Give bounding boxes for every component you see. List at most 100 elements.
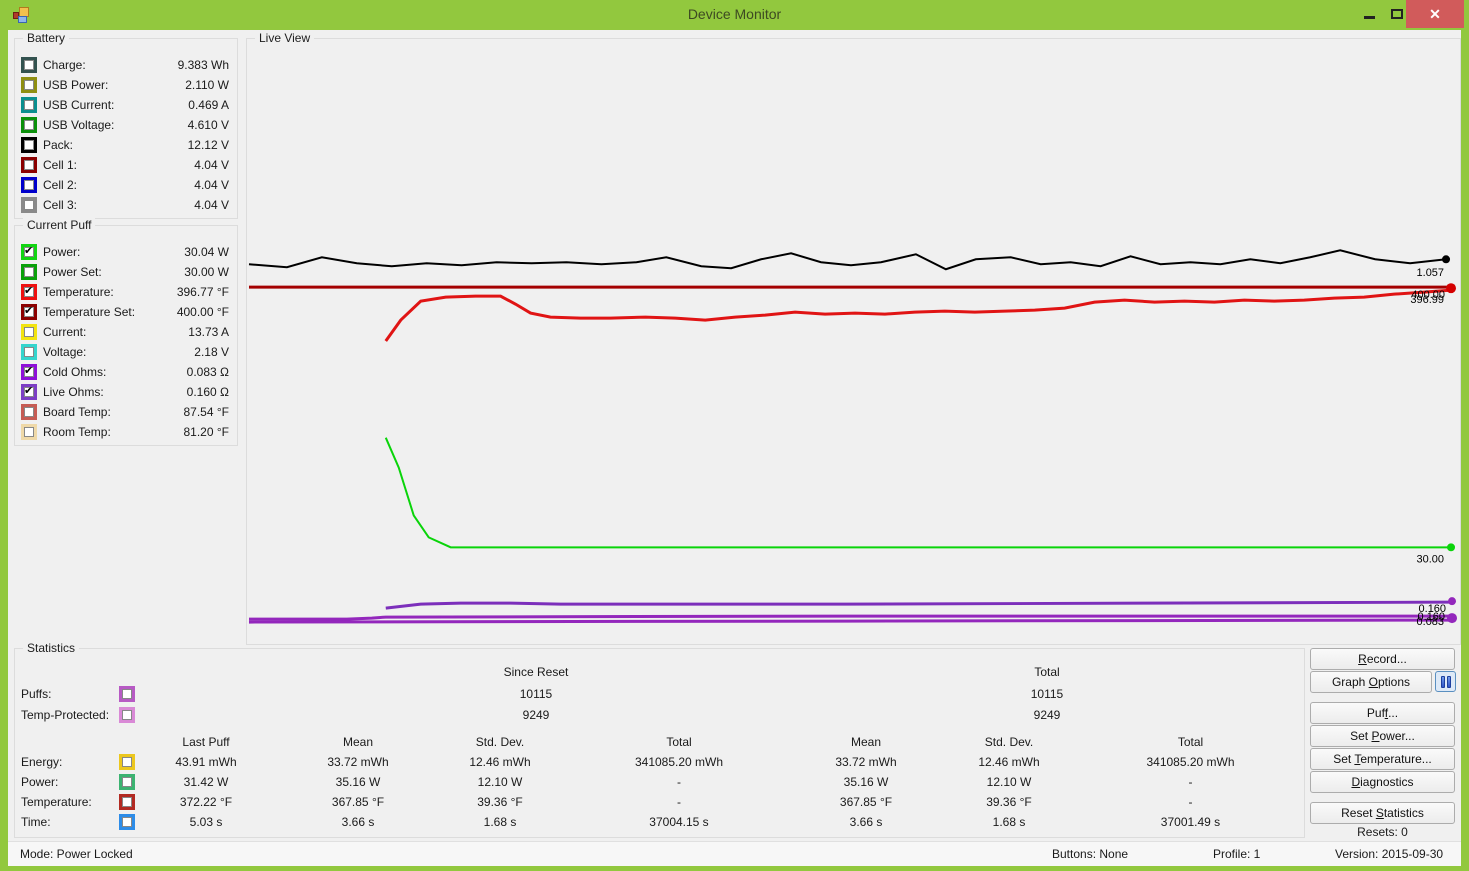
energy-total-2: 341085.20 mWh bbox=[1146, 755, 1235, 769]
pause-icon bbox=[1441, 676, 1445, 688]
title-bar[interactable]: Device Monitor ✕ bbox=[0, 0, 1469, 30]
current-label: Current: bbox=[43, 325, 87, 339]
board-temp-checkbox[interactable] bbox=[21, 404, 37, 420]
graph-options-button[interactable]: Graph Options bbox=[1310, 671, 1432, 693]
power-total-2: - bbox=[1188, 775, 1193, 789]
status-bar: Mode: Power Locked Buttons: None Profile… bbox=[8, 841, 1461, 866]
temp-protected-checkbox[interactable] bbox=[119, 707, 135, 723]
cell2-checkbox[interactable] bbox=[21, 177, 37, 193]
temperature-stat-checkbox[interactable] bbox=[119, 794, 135, 810]
puff-row-power-set: Power Set: 30.00 W bbox=[15, 263, 237, 283]
minimize-icon bbox=[1363, 3, 1375, 19]
time-total-2: 37001.49 s bbox=[1160, 815, 1221, 829]
statistics-group-title: Statistics bbox=[23, 641, 80, 655]
graph-end-label: 400.00 bbox=[1411, 289, 1445, 301]
col-total-2: Total bbox=[1177, 735, 1204, 749]
diagnostics-button[interactable]: Diagnostics bbox=[1310, 771, 1455, 793]
time-last-puff: 5.03 s bbox=[189, 815, 223, 829]
energy-mean-2: 33.72 mWh bbox=[835, 755, 897, 769]
record-button[interactable]: Record... bbox=[1310, 648, 1455, 670]
battery-group: Battery Charge: 9.383 Wh USB Power: 2.11… bbox=[14, 31, 238, 219]
time-checkbox[interactable] bbox=[119, 814, 135, 830]
temp-protected-total: 9249 bbox=[1033, 708, 1061, 722]
puff-row-current: Current: 13.73 A bbox=[15, 323, 237, 343]
current-puff-group-title: Current Puff bbox=[23, 218, 96, 232]
live-ohms-checkbox[interactable] bbox=[21, 384, 37, 400]
window-title: Device Monitor bbox=[687, 6, 782, 22]
cold-ohms-checkbox[interactable] bbox=[21, 364, 37, 380]
battery-row-charge: Charge: 9.383 Wh bbox=[15, 56, 237, 76]
puff-row-voltage: Voltage: 2.18 V bbox=[15, 343, 237, 363]
power-std-1: 12.10 W bbox=[477, 775, 523, 789]
maximize-icon bbox=[1391, 9, 1403, 19]
puffs-since-reset: 10115 bbox=[519, 687, 553, 701]
room-temp-checkbox[interactable] bbox=[21, 424, 37, 440]
energy-checkbox[interactable] bbox=[119, 754, 135, 770]
energy-label: Energy: bbox=[21, 755, 63, 769]
power-checkbox[interactable] bbox=[21, 244, 37, 260]
maximize-button[interactable] bbox=[1388, 0, 1406, 28]
power-set-checkbox[interactable] bbox=[21, 264, 37, 280]
cold-ohms-label: Cold Ohms: bbox=[43, 365, 107, 379]
resets-count: Resets: 0 bbox=[1357, 825, 1408, 839]
temperature-set-checkbox[interactable] bbox=[21, 304, 37, 320]
temperature-last-puff: 372.22 °F bbox=[179, 795, 233, 809]
energy-std-1: 12.46 mWh bbox=[469, 755, 531, 769]
minimize-button[interactable] bbox=[1352, 0, 1386, 28]
time-std-1: 1.68 s bbox=[483, 815, 517, 829]
status-buttons: Buttons: None bbox=[1052, 847, 1129, 861]
current-checkbox[interactable] bbox=[21, 324, 37, 340]
time-std-2: 1.68 s bbox=[992, 815, 1026, 829]
reset-statistics-button[interactable]: Reset Statistics bbox=[1310, 802, 1455, 824]
cell3-checkbox[interactable] bbox=[21, 197, 37, 213]
graph-line-pack-black bbox=[248, 249, 1447, 271]
live-ohms-value: 0.160 Ω bbox=[186, 385, 229, 399]
charge-checkbox[interactable] bbox=[21, 57, 37, 73]
temperature-set-value: 400.00 °F bbox=[176, 305, 229, 319]
temperature-checkbox[interactable] bbox=[21, 284, 37, 300]
power-stat-checkbox[interactable] bbox=[119, 774, 135, 790]
temp-protected-label: Temp-Protected: bbox=[21, 708, 110, 722]
battery-row-usb-voltage: USB Voltage: 4.610 V bbox=[15, 116, 237, 136]
set-power-button[interactable]: Set Power... bbox=[1310, 725, 1455, 747]
pause-button[interactable] bbox=[1435, 671, 1456, 692]
puffs-total: 10115 bbox=[1030, 687, 1064, 701]
usb-power-checkbox[interactable] bbox=[21, 77, 37, 93]
puff-row-temperature-set: Temperature Set: 400.00 °F bbox=[15, 303, 237, 323]
total-header: Total bbox=[1034, 665, 1060, 679]
power-stat-label: Power: bbox=[21, 775, 59, 789]
voltage-label: Voltage: bbox=[43, 345, 87, 359]
power-mean-1: 35.16 W bbox=[335, 775, 381, 789]
cell1-checkbox[interactable] bbox=[21, 157, 37, 173]
graph-end-label: 0.160 bbox=[1419, 603, 1446, 615]
usb-voltage-checkbox[interactable] bbox=[21, 117, 37, 133]
close-button[interactable]: ✕ bbox=[1406, 0, 1464, 28]
pack-label: Pack: bbox=[43, 138, 74, 152]
power-last-puff: 31.42 W bbox=[183, 775, 229, 789]
power-label: Power: bbox=[43, 245, 81, 259]
pack-checkbox[interactable] bbox=[21, 137, 37, 153]
usb-voltage-label: USB Voltage: bbox=[43, 118, 115, 132]
usb-current-label: USB Current: bbox=[43, 98, 115, 112]
puffs-checkbox[interactable] bbox=[119, 686, 135, 702]
puff-button[interactable]: Puff... bbox=[1310, 702, 1455, 724]
time-mean-1: 3.66 s bbox=[341, 815, 375, 829]
voltage-checkbox[interactable] bbox=[21, 344, 37, 360]
board-temp-label: Board Temp: bbox=[43, 405, 111, 419]
battery-row-usb-current: USB Current: 0.469 A bbox=[15, 96, 237, 116]
graph-endpoint-dot bbox=[1448, 597, 1457, 606]
board-temp-value: 87.54 °F bbox=[183, 405, 230, 419]
graph-end-label: 30.00 bbox=[1417, 553, 1444, 565]
graph-endpoint-dot bbox=[1447, 543, 1456, 552]
energy-total-1: 341085.20 mWh bbox=[634, 755, 724, 769]
voltage-value: 2.18 V bbox=[194, 345, 229, 359]
graph-line-ohms-upper bbox=[248, 614, 1452, 621]
pack-value: 12.12 V bbox=[187, 138, 229, 152]
usb-current-checkbox[interactable] bbox=[21, 97, 37, 113]
puff-row-live-ohms: Live Ohms: 0.160 Ω bbox=[15, 383, 237, 403]
room-temp-label: Room Temp: bbox=[43, 425, 111, 439]
set-temperature-button[interactable]: Set Temperature... bbox=[1310, 748, 1455, 770]
col-std-dev-2: Std. Dev. bbox=[984, 735, 1034, 749]
